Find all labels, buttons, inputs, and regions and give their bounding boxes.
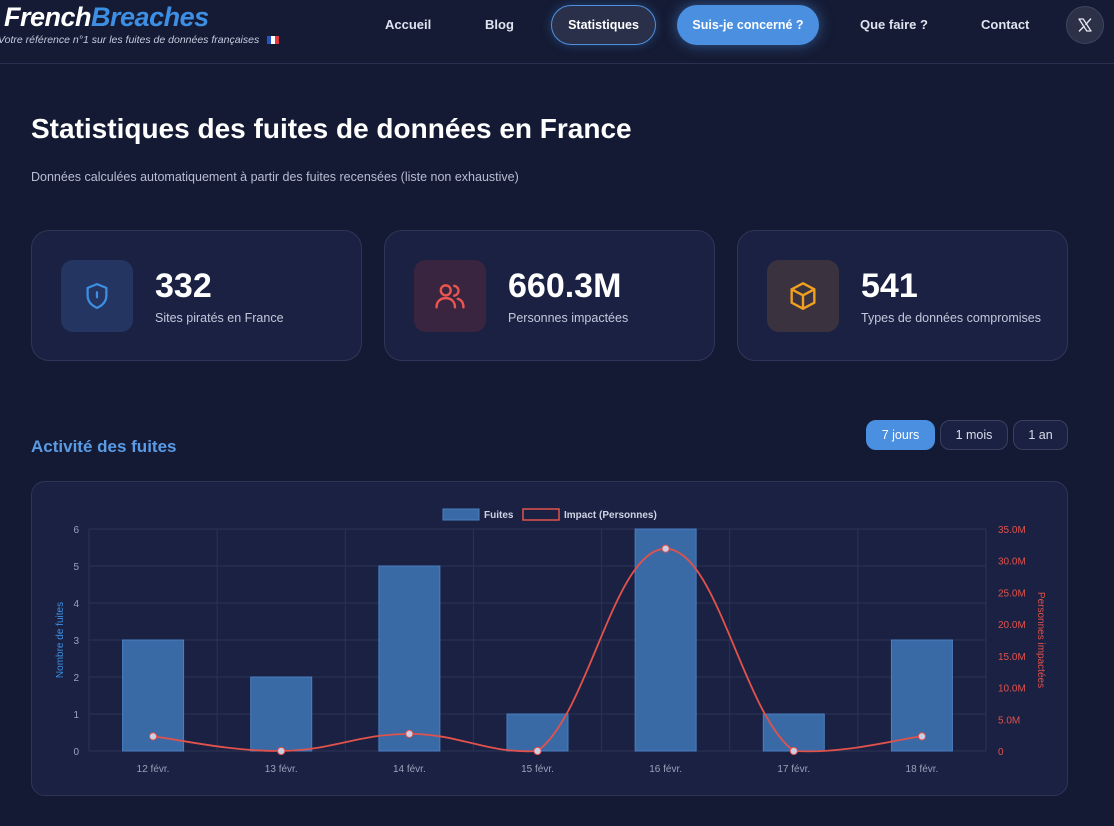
bar-fuites [378, 565, 441, 752]
x-tick-label: 14 févr. [393, 764, 426, 775]
stat-card-personnes: 660.3M Personnes impactées [384, 230, 715, 361]
range-button-1-mois[interactable]: 1 mois [940, 420, 1008, 450]
x-tick-label: 16 févr. [649, 764, 682, 775]
nav-link-statistiques[interactable]: Statistiques [551, 5, 656, 45]
top-navbar: FrenchBreaches Votre référence n°1 sur l… [0, 0, 1114, 64]
stat-value: 541 [861, 267, 918, 305]
stat-card-types: 541 Types de données compromises [737, 230, 1068, 361]
brand-name-part1: French [4, 2, 92, 32]
impact-point [148, 732, 158, 741]
x-tick-label: 13 févr. [265, 764, 298, 775]
y2-tick-label: 15.0M [998, 652, 1026, 663]
brand-tagline: Votre référence n°1 sur les fuites de do… [0, 34, 280, 46]
y2-tick-label: 25.0M [998, 588, 1026, 599]
bar-fuites [250, 676, 313, 752]
bar-fuites [506, 713, 569, 752]
x-logo-icon [1078, 18, 1092, 32]
range-button-7-jours[interactable]: 7 jours [866, 420, 935, 450]
y-tick-label: 5 [73, 562, 79, 573]
x-tick-label: 17 févr. [777, 764, 810, 775]
legend-label-impact: Impact (Personnes) [564, 510, 657, 521]
nav-link-que-faire[interactable]: Que faire ? [860, 17, 928, 32]
box-icon [767, 260, 839, 332]
stat-value: 660.3M [508, 267, 622, 305]
range-button-1-an[interactable]: 1 an [1013, 420, 1068, 450]
x-tick-label: 18 févr. [906, 764, 939, 775]
x-tick-label: 15 févr. [521, 764, 554, 775]
impact-point [789, 746, 798, 756]
y-tick-label: 6 [73, 525, 79, 536]
shield-icon [61, 260, 133, 332]
y-tick-label: 4 [73, 599, 79, 610]
users-icon [414, 260, 486, 332]
y-tick-label: 0 [73, 747, 79, 758]
impact-point [661, 544, 670, 553]
stat-label: Types de données compromises [861, 311, 1041, 325]
activity-chart: 0 1 2 3 4 5 6 0 5.0M 10.0M 15.0M 20.0M 25.0M 30.0M 35.… [31, 481, 1068, 796]
brand-name: FrenchBreaches [4, 2, 279, 32]
nav-cta-suis-je-concerne[interactable]: Suis-je concerné ? [677, 5, 819, 45]
impact-point [533, 746, 542, 756]
brand-logo[interactable]: FrenchBreaches Votre référence n°1 sur l… [0, 2, 280, 46]
stat-value: 332 [155, 267, 212, 305]
x-social-button[interactable] [1066, 6, 1104, 44]
y-axis-title: Nombre de fuites [55, 602, 66, 678]
nav-link-contact[interactable]: Contact [981, 17, 1030, 32]
y2-tick-label: 0 [998, 747, 1004, 758]
y-tick-label: 1 [73, 710, 79, 721]
y2-tick-label: 30.0M [998, 557, 1026, 568]
y2-tick-label: 35.0M [998, 525, 1026, 536]
french-flag-icon [267, 36, 280, 45]
nav-link-blog[interactable]: Blog [485, 17, 514, 32]
stat-label: Personnes impactées [508, 311, 629, 325]
impact-line [152, 547, 923, 753]
page-subtitle: Données calculées automatiquement à part… [31, 170, 519, 184]
y2-tick-label: 20.0M [998, 620, 1026, 631]
impact-point [277, 746, 286, 756]
nav-link-accueil[interactable]: Accueil [385, 17, 432, 32]
stat-label: Sites piratés en France [155, 311, 284, 325]
y2-axis-title: Personnes impactées [1035, 592, 1046, 688]
legend-swatch-fuites [442, 508, 480, 521]
activity-chart-svg: 0 1 2 3 4 5 6 0 5.0M 10.0M 15.0M 20.0M 25.0M 30.0M 35.… [55, 508, 1046, 775]
impact-point [917, 732, 927, 741]
legend-swatch-impact [522, 508, 560, 521]
bar-fuites [762, 713, 825, 752]
y2-tick-label: 5.0M [998, 715, 1020, 726]
brand-name-part2: Breaches [91, 2, 209, 32]
legend-label-fuites: Fuites [484, 510, 514, 521]
impact-point [405, 729, 414, 738]
brand-tagline-text: Votre référence n°1 sur les fuites de do… [0, 34, 260, 46]
y2-tick-label: 10.0M [998, 684, 1026, 695]
y-tick-label: 3 [73, 636, 79, 647]
page-title: Statistiques des fuites de données en Fr… [31, 113, 632, 144]
activity-section-title: Activité des fuites [31, 437, 177, 456]
x-tick-label: 12 févr. [137, 764, 170, 775]
y-tick-label: 2 [73, 673, 79, 684]
bar-fuites [634, 528, 697, 752]
stat-card-sites: 332 Sites piratés en France [31, 230, 362, 361]
